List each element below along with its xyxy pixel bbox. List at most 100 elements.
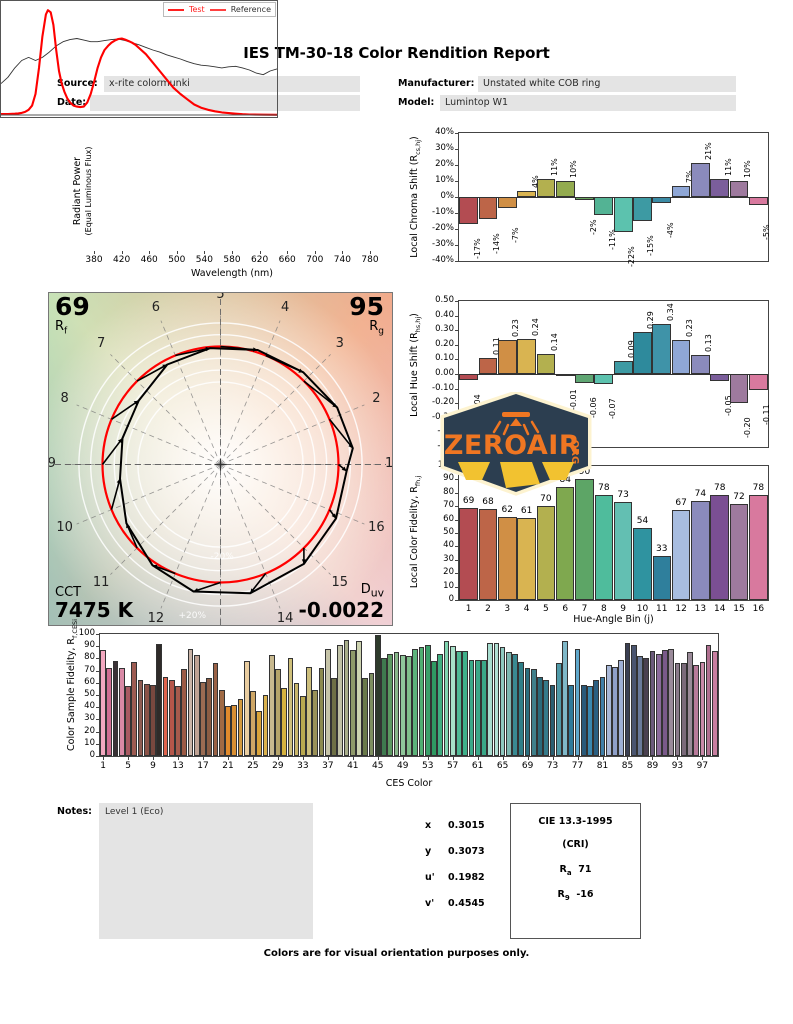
spd-tick-mark [342, 251, 344, 254]
y-tick-label: -0.20 [432, 397, 454, 408]
bar [137, 680, 144, 756]
cie-key: y [425, 846, 432, 857]
y-tick-label: 20 [443, 567, 454, 578]
spd-tick-label: 460 [140, 255, 158, 265]
y-tick-mark [455, 301, 458, 302]
bar [530, 669, 537, 756]
x-tick-mark [252, 757, 254, 760]
x-tick-label: 3 [504, 604, 511, 614]
bar [710, 179, 730, 197]
y-tick-label: 60 [443, 513, 454, 524]
bar-value-label: 61 [520, 506, 533, 517]
rf-readout: 69 Rf [55, 294, 90, 336]
x-tick-label: 11 [656, 604, 668, 614]
y-tick-label: 10% [435, 175, 454, 185]
y-tick-label: -40% [432, 255, 454, 265]
y-tick-label: -10% [432, 207, 454, 217]
x-tick-mark [153, 757, 155, 760]
bar [729, 503, 749, 600]
bar-value-label: -0.07 [607, 398, 617, 420]
y-tick-label: 0.20 [435, 338, 454, 349]
bar [729, 374, 749, 404]
date-value[interactable] [90, 95, 360, 111]
cie-value: 0.4545 [448, 898, 485, 909]
cie-key: v' [425, 898, 435, 909]
source-label: Source: [57, 78, 98, 89]
y-tick-label: 0.00 [435, 368, 454, 378]
bar [575, 374, 594, 383]
x-tick-mark [452, 757, 454, 760]
bar [574, 648, 581, 756]
spectral-power-distribution-chart: Radiant Power (Equal Luminous Flux) Test… [0, 0, 379, 279]
bar [498, 516, 517, 600]
bar [287, 658, 294, 756]
x-tick-label: 45 [372, 761, 384, 771]
cvg-bin-label: 9 [48, 455, 56, 471]
x-tick-mark [477, 757, 479, 760]
bar [481, 659, 487, 756]
bar [506, 652, 512, 756]
y-tick-mark [455, 559, 458, 561]
bar [275, 669, 281, 756]
y-tick-label: 20% [435, 159, 454, 169]
x-tick-label: 9 [620, 604, 627, 614]
bar [399, 654, 406, 756]
bar [497, 197, 517, 209]
bar [599, 676, 606, 756]
notes-value[interactable]: Level 1 (Eco) [99, 803, 313, 939]
bar [643, 658, 650, 756]
legend-swatch-reference [209, 8, 226, 11]
bar [748, 374, 768, 391]
svg-text:+20%: +20% [179, 611, 207, 621]
model-value[interactable]: Lumintop W1 [440, 95, 736, 111]
bar [493, 642, 500, 756]
chroma-plot-area: -17% -14% -7% 4% 11% 10% -2% -11% -22% -15% -4% 7% 2… [458, 132, 771, 267]
bar [691, 500, 710, 600]
bar-value-label: 78 [713, 483, 726, 494]
bar [293, 682, 300, 756]
zero-line [459, 197, 768, 198]
bar-value-label: 90 [578, 467, 591, 478]
y-tick-label: 0.30 [435, 324, 454, 335]
x-tick-mark [178, 757, 180, 760]
cvg-bin-label: 12 [147, 611, 165, 626]
cct-label: CCT [55, 585, 82, 600]
y-tick-label: 0 [89, 750, 95, 760]
svg-text:-20%: -20% [211, 552, 235, 562]
bar [537, 676, 543, 756]
spd-tick-mark [204, 251, 206, 254]
bar [262, 695, 269, 756]
y-tick-mark [455, 506, 458, 508]
bar [575, 197, 594, 201]
x-tick-label: 73 [546, 761, 559, 771]
bar [125, 686, 131, 756]
cri-subtitle: (CRI) [562, 839, 589, 850]
bar [555, 663, 562, 756]
bar [112, 660, 119, 756]
bar [243, 660, 250, 756]
y-tick-label: 50 [84, 689, 95, 699]
bar [587, 686, 593, 756]
bar [393, 652, 400, 756]
bar [693, 664, 699, 756]
bar [593, 680, 600, 756]
bar [237, 698, 244, 756]
y-tick-mark [455, 492, 458, 494]
bar [306, 666, 312, 756]
bar [652, 197, 672, 204]
rg-value: 95 [349, 292, 384, 321]
x-tick-label: 53 [421, 761, 434, 771]
bar-value-label: 74 [694, 488, 707, 499]
bar [225, 705, 231, 756]
bar [100, 649, 106, 756]
y-tick-label: 90 [443, 473, 454, 484]
bar [517, 338, 536, 374]
bar [231, 704, 238, 756]
y-tick-mark [96, 707, 99, 709]
x-tick-label: 89 [646, 761, 659, 771]
bar [655, 653, 662, 756]
spd-tick-mark [287, 251, 289, 254]
manufacturer-value[interactable]: Unstated white COB ring [478, 76, 736, 92]
x-tick-label: 69 [521, 761, 534, 771]
svg-text:ORG: ORG [569, 440, 580, 464]
